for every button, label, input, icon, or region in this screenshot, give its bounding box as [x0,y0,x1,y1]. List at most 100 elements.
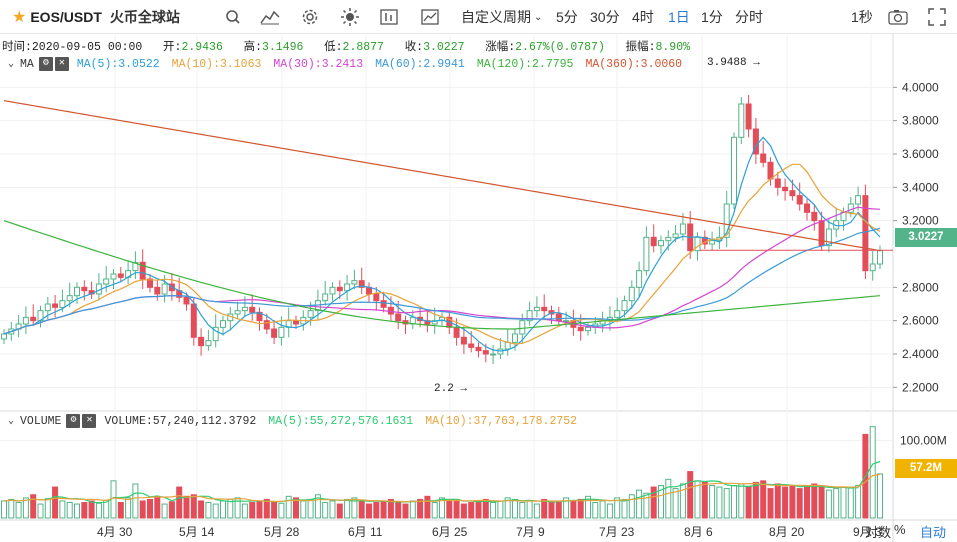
volume-bar [314,494,321,519]
indicator-icon[interactable] [260,0,280,34]
close-value: 3.0227 [423,41,465,54]
volume-bar [592,502,599,519]
low-annotation: 2.2 → [434,383,468,395]
volume-bar [168,501,175,519]
amplitude-value: 8.90% [655,41,690,54]
volume-bar [453,498,460,519]
period-5m[interactable]: 5分 [556,9,578,25]
chart-type-icon[interactable] [421,0,439,34]
volume-bar [125,497,132,519]
period-1d[interactable]: 1日 [668,9,690,25]
percent-scale-toggle[interactable]: % [894,522,906,537]
ma-legend-item: MA(10):3.1063 [171,57,262,71]
period-4h[interactable]: 4时 [632,9,654,25]
fullscreen-icon[interactable] [928,0,946,34]
volume-ma10: MA(10):37,763,178.2752 [425,414,578,428]
candle-body [577,326,584,332]
vol-close-icon[interactable]: ✕ [82,414,97,428]
volume-bar [446,500,453,519]
collapse-chevron-icon[interactable]: ⌄ [8,59,15,70]
volume-bar [599,500,606,519]
ma-title: MA [20,57,34,71]
volume-bar [490,502,497,519]
period-30m[interactable]: 30分 [590,9,620,25]
candle-body [256,311,263,322]
custom-period-dropdown[interactable]: 自定义周期 ⌄ [461,0,542,34]
refresh-rate[interactable]: 1秒 [851,9,873,25]
change-label: 涨幅: [485,41,516,54]
volume-bar [373,502,380,519]
y-tick-label: 3.6000 [902,147,939,161]
x-tick-label: 6月 11 [348,525,383,539]
candle-body [431,320,438,325]
candle-body [774,178,781,188]
candle-body [395,313,402,322]
volume-bar [351,497,358,519]
candlestick-chart[interactable]: 4.0000 3.8000 3.6000 3.4000 3.2000 2.8000 2.60… [0,34,957,542]
candle-body [847,203,854,213]
ma-legend-item: MA(60):2.9941 [375,57,465,71]
x-tick-label: 7月 23 [599,525,635,539]
candle-body [760,153,767,163]
candle-body [387,306,394,315]
volume-bar [52,486,59,519]
volume-bar [847,486,854,519]
time-value: 2020-09-05 00:00 [31,41,143,54]
volume-bar [585,495,591,519]
gear-icon[interactable] [301,0,319,34]
candle-body [322,293,329,302]
volume-bar [329,500,336,519]
candle-body [512,333,518,343]
x-tick-label: 9月 3 [853,525,882,539]
volume-bar [161,503,168,519]
search-icon[interactable] [225,0,241,34]
ma-close-icon[interactable]: ✕ [54,57,69,71]
volume-bar [212,503,219,519]
high-label: 高: [243,41,262,54]
favorite-star-icon[interactable]: ★ [12,9,27,26]
candle-body [66,295,73,302]
candle-body [52,303,59,308]
ma-settings-gear-icon[interactable]: ⚙ [38,57,53,71]
ma-items: MA(5):3.0522 MA(10):3.1063 MA(30):3.2413 MA… [77,58,694,71]
change-value: 2.67%(0.0787) [515,41,605,54]
period-1m[interactable]: 1分 [701,9,723,25]
volume-bar [519,502,526,519]
vol-settings-gear-icon[interactable]: ⚙ [66,414,81,428]
candle-body [380,300,387,308]
volume-bar [95,502,102,519]
y-tick-label: 2.6000 [902,314,939,328]
candle-body [585,326,591,332]
volume-bar [782,486,789,519]
volume-bar [431,502,438,519]
camera-icon[interactable] [888,0,908,34]
amplitude-label: 振幅: [625,41,656,54]
theme-sun-icon[interactable] [340,0,360,34]
candle-body [351,280,358,285]
candle-body [183,296,190,305]
volume-bar [139,500,146,519]
period-timeline[interactable]: 分时 [735,9,763,25]
candle-body [373,293,380,302]
volume-bar [701,481,708,519]
candle-body [234,310,241,315]
vol-collapse-chevron-icon[interactable]: ⌄ [8,416,15,427]
auto-scale-toggle[interactable]: 自动 [920,525,947,540]
volume-bar [285,495,292,519]
candle-body [526,310,533,322]
symbol-group[interactable]: ★ EOS/USDT 火币全球站 [12,0,180,34]
volume-bar [731,484,737,519]
compare-icon[interactable] [380,0,398,34]
candle-body [672,233,679,238]
current-volume-tag: 57.2M [895,459,957,478]
candle-body [555,313,562,322]
volume-bar [504,497,511,519]
volume-bar [665,478,672,519]
log-scale-toggle[interactable]: 对数 [865,525,892,540]
volume-bar [300,500,307,519]
volume-bar [679,483,686,519]
candle-body [30,316,37,322]
volume-bar [183,495,190,519]
candle-body [658,240,664,247]
low-value: 2.8877 [342,41,384,54]
